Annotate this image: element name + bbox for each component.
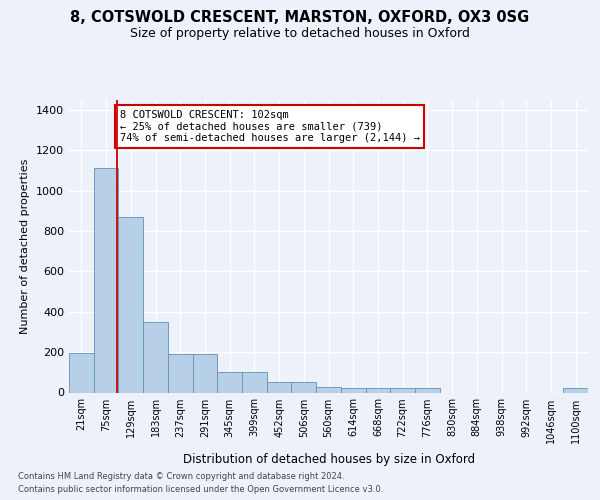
Text: Contains HM Land Registry data © Crown copyright and database right 2024.: Contains HM Land Registry data © Crown c… bbox=[18, 472, 344, 481]
Bar bbox=[415, 388, 440, 392]
Bar bbox=[316, 388, 341, 392]
Text: Size of property relative to detached houses in Oxford: Size of property relative to detached ho… bbox=[130, 28, 470, 40]
Bar bbox=[341, 388, 365, 392]
Bar bbox=[193, 354, 217, 393]
Bar bbox=[118, 217, 143, 392]
Bar bbox=[94, 168, 118, 392]
Bar bbox=[242, 372, 267, 392]
Text: Distribution of detached houses by size in Oxford: Distribution of detached houses by size … bbox=[183, 452, 475, 466]
Bar bbox=[563, 388, 588, 392]
Bar bbox=[365, 388, 390, 392]
Bar bbox=[292, 382, 316, 392]
Y-axis label: Number of detached properties: Number of detached properties bbox=[20, 158, 31, 334]
Bar bbox=[69, 353, 94, 393]
Bar bbox=[143, 322, 168, 392]
Bar bbox=[168, 354, 193, 393]
Text: 8 COTSWOLD CRESCENT: 102sqm
← 25% of detached houses are smaller (739)
74% of se: 8 COTSWOLD CRESCENT: 102sqm ← 25% of det… bbox=[119, 110, 419, 144]
Bar bbox=[267, 382, 292, 392]
Text: 8, COTSWOLD CRESCENT, MARSTON, OXFORD, OX3 0SG: 8, COTSWOLD CRESCENT, MARSTON, OXFORD, O… bbox=[70, 10, 530, 25]
Text: Contains public sector information licensed under the Open Government Licence v3: Contains public sector information licen… bbox=[18, 485, 383, 494]
Bar bbox=[390, 388, 415, 392]
Bar bbox=[217, 372, 242, 392]
